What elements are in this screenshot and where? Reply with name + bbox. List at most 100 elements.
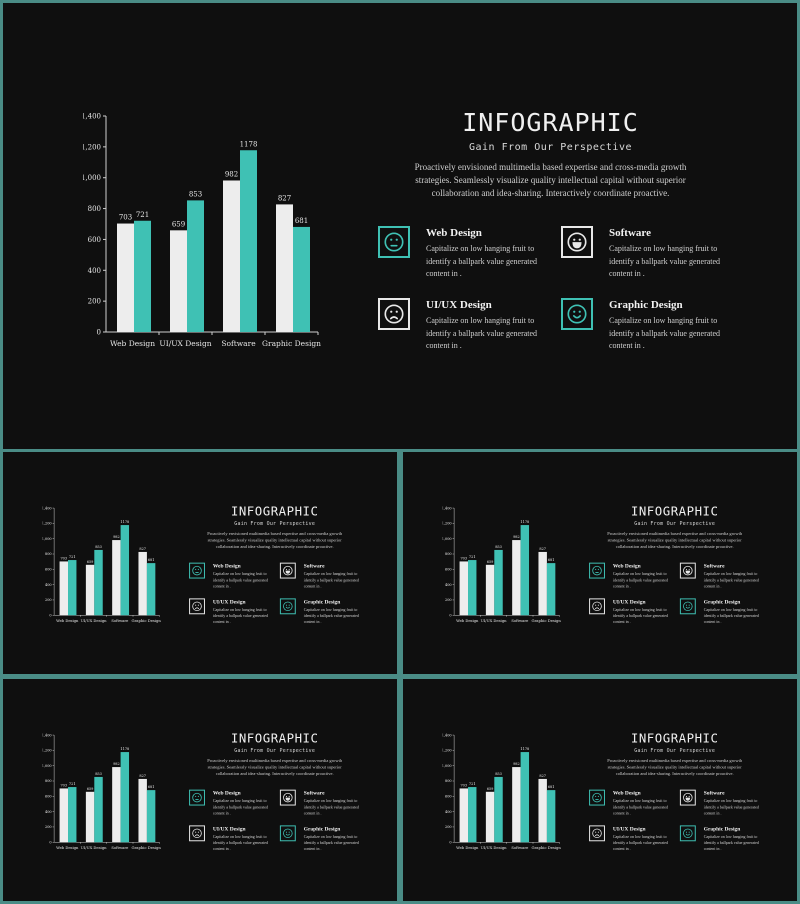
- bar-value-label: 1178: [520, 747, 529, 751]
- graphic-design-icon-box: [679, 825, 696, 842]
- y-tick-label: 0: [49, 613, 51, 617]
- x-tick-label: Graphic Design: [262, 339, 321, 348]
- bar-value-label: 982: [113, 535, 120, 539]
- bar-value-label: 1178: [520, 520, 529, 524]
- feature-title: Software: [703, 790, 725, 797]
- y-tick-label: 400: [88, 267, 101, 275]
- bar-value-label: 721: [69, 555, 76, 559]
- smiling-face-icon: [283, 828, 293, 839]
- x-tick-label: Software: [111, 619, 129, 623]
- y-tick-label: 800: [45, 552, 52, 556]
- bar-value-label: 681: [148, 558, 155, 562]
- slide-description: Proactively envisioned multimedia based …: [607, 757, 743, 776]
- feature-text: Capitalize on low hanging fruit to ident…: [612, 834, 669, 852]
- slide-title: INFOGRAPHIC: [230, 731, 319, 746]
- feature-graphic-design: Graphic Design Capitalize on low hanging…: [679, 825, 779, 855]
- feature-title: UI/UX Design: [612, 598, 646, 605]
- web-design-icon-box: [589, 789, 605, 806]
- bar-value-label: 721: [469, 782, 476, 786]
- y-tick-label: 1,200: [83, 143, 101, 151]
- y-tick-label: 600: [88, 236, 101, 244]
- ui-ux-design-icon-box: [589, 825, 605, 842]
- slide-description: Proactively envisioned multimedia based …: [207, 757, 343, 776]
- grinning-face-icon: [683, 792, 693, 803]
- bar-value-label: 681: [548, 785, 555, 789]
- y-tick-label: 1,000: [43, 764, 52, 768]
- bar-value-label: 721: [136, 211, 149, 219]
- neutral-face-icon: [384, 232, 404, 252]
- feature-software: Software Capitalize on low hanging fruit…: [679, 789, 779, 820]
- y-tick-label: 1,400: [443, 506, 452, 510]
- x-tick-label: UI/UX Design: [159, 339, 211, 348]
- bar-value-label: 853: [95, 545, 102, 549]
- slide-main: 0 200 400 600 800 1,000 1,200 1,400 703 721 Web De…: [3, 3, 797, 449]
- feature-title: Web Design: [612, 563, 641, 570]
- bar: [120, 752, 130, 843]
- y-tick-label: 400: [445, 810, 452, 814]
- slide-description: Proactively envisioned multimedia based …: [607, 530, 743, 549]
- x-tick-label: Graphic Design: [132, 846, 162, 850]
- bar-value-label: 659: [487, 560, 494, 564]
- y-tick-label: 800: [88, 205, 101, 213]
- bar: [170, 230, 187, 332]
- x-tick-label: UI/UX Design: [81, 846, 107, 850]
- feature-title: Graphic Design: [703, 825, 741, 832]
- feature-graphic-design: Graphic Design Capitalize on low hanging…: [679, 598, 779, 628]
- bar: [293, 226, 310, 332]
- y-tick-label: 600: [45, 795, 52, 799]
- y-tick-label: 1,000: [443, 537, 452, 541]
- bar-value-label: 853: [495, 545, 502, 549]
- bar-value-label: 721: [469, 555, 476, 559]
- y-tick-label: 600: [445, 795, 452, 799]
- feature-web-design: Web Design Capitalize on low hanging fru…: [189, 789, 288, 820]
- bar: [223, 180, 240, 332]
- bar-value-label: 982: [113, 762, 120, 766]
- slide-title: INFOGRAPHIC: [630, 504, 719, 519]
- ui-ux-design-icon-box: [378, 298, 410, 330]
- y-tick-label: 0: [49, 840, 51, 844]
- feature-text: Capitalize on low hanging fruit to ident…: [303, 607, 359, 625]
- y-tick-label: 400: [445, 583, 452, 587]
- bar-value-label: 681: [295, 217, 308, 225]
- slide-title: INFOGRAPHIC: [230, 504, 319, 519]
- frowning-face-icon: [384, 304, 404, 324]
- feature-text: Capitalize on low hanging fruit to ident…: [612, 607, 669, 625]
- feature-ui-ux-design: UI/UX Design Capitalize on low hanging f…: [378, 298, 578, 358]
- feature-title: UI/UX Design: [426, 299, 492, 311]
- y-tick-label: 1,000: [443, 764, 452, 768]
- feature-title: UI/UX Design: [212, 825, 246, 832]
- feature-text: Capitalize on low hanging fruit to ident…: [612, 798, 669, 816]
- y-tick-label: 600: [445, 568, 452, 572]
- slide-subtitle: Gain From Our Perspective: [634, 520, 716, 527]
- bar: [494, 549, 503, 616]
- y-tick-label: 400: [45, 810, 52, 814]
- bar: [146, 563, 156, 616]
- feature-text: Capitalize on low hanging fruit to ident…: [212, 571, 269, 589]
- y-tick-label: 600: [45, 568, 52, 572]
- feature-text: Capitalize on low hanging fruit to ident…: [212, 607, 269, 625]
- y-tick-label: 1,400: [43, 506, 52, 510]
- x-tick-label: UI/UX Design: [481, 846, 507, 850]
- slide-title: INFOGRAPHIC: [462, 108, 639, 137]
- bar: [538, 551, 547, 616]
- bar: [94, 549, 103, 616]
- ui-ux-design-icon-box: [589, 598, 605, 615]
- bar: [59, 561, 69, 616]
- software-icon-box: [279, 789, 296, 806]
- x-tick-label: Software: [511, 846, 529, 850]
- graphic-design-icon-box: [679, 598, 696, 615]
- bar-value-label: 681: [148, 785, 155, 789]
- x-tick-label: UI/UX Design: [81, 619, 107, 623]
- y-tick-label: 1,200: [443, 749, 452, 753]
- smiling-face-icon: [567, 304, 587, 324]
- y-tick-label: 1,200: [443, 522, 452, 526]
- feature-text: Capitalize on low hanging fruit to ident…: [609, 316, 721, 350]
